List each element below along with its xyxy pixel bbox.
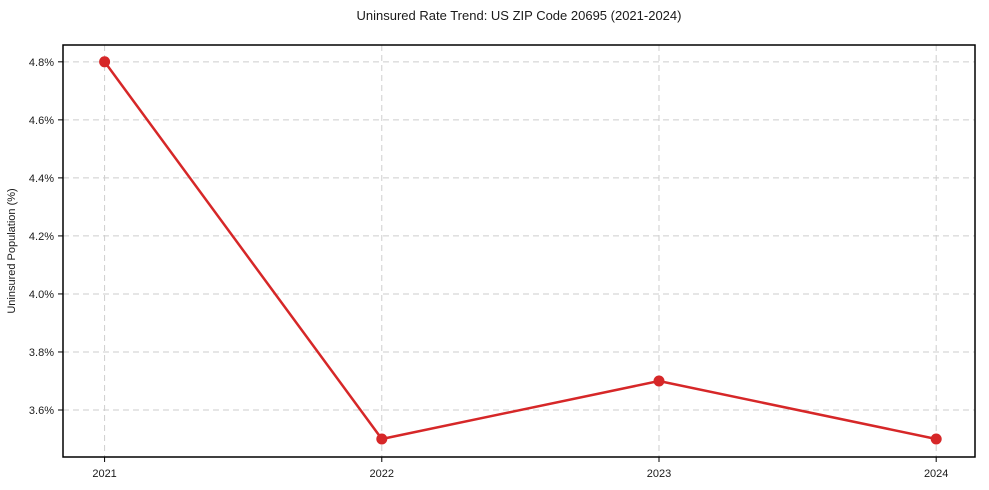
- y-tick-label: 4.8%: [29, 57, 54, 69]
- data-point-marker: [930, 433, 942, 445]
- data-point-marker: [99, 56, 111, 68]
- x-tick-label: 2021: [92, 468, 116, 480]
- y-tick-label: 4.2%: [29, 231, 54, 243]
- y-axis-label: Uninsured Population (%): [6, 188, 18, 313]
- x-tick-label: 2024: [924, 468, 948, 480]
- y-tick-label: 4.4%: [29, 173, 54, 185]
- data-point-marker: [376, 433, 388, 445]
- x-tick-label: 2022: [370, 468, 394, 480]
- data-point-marker: [653, 375, 665, 387]
- y-tick-label: 3.8%: [29, 347, 54, 359]
- y-tick-label: 4.6%: [29, 115, 54, 127]
- y-tick-label: 3.6%: [29, 405, 54, 417]
- y-tick-label: 4.0%: [29, 289, 54, 301]
- x-tick-label: 2023: [647, 468, 671, 480]
- plot-border: [62, 44, 976, 458]
- trend-line: [103, 60, 938, 441]
- chart-title: Uninsured Rate Trend: US ZIP Code 20695 …: [356, 8, 682, 23]
